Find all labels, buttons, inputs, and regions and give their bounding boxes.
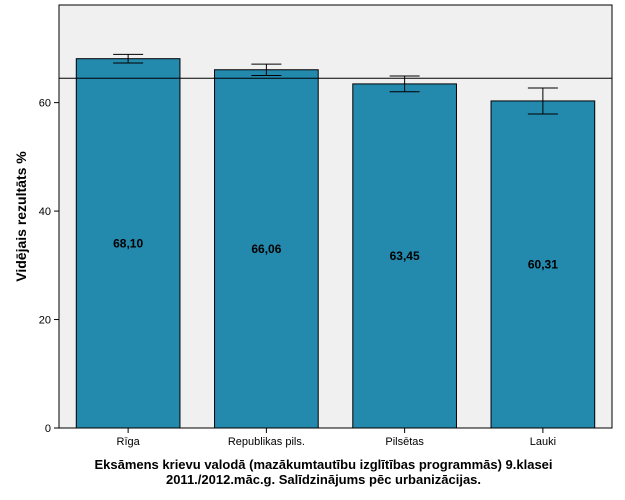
data-label-0: 68,10	[113, 236, 143, 250]
y-tick-label-1: 20	[39, 315, 51, 327]
bar-2	[352, 83, 457, 429]
x-axis-title-line-2: 2011./2012.māc.g. Salīdzinājums pēc urba…	[166, 472, 481, 487]
x-tick-label-1: Republikas pils.	[228, 436, 305, 448]
x-axis: Rīga Republikas pils. Pilsētas Lauki	[117, 428, 556, 448]
y-tick-label-3: 60	[39, 98, 51, 110]
data-label-3: 60,31	[528, 257, 558, 271]
x-axis-title-line-1: Eksāmens krievu valodā (mazākumtautību i…	[94, 457, 552, 472]
data-labels-group: 68,10 66,06 63,45 60,31	[113, 236, 558, 271]
y-tick-label-2: 40	[39, 206, 51, 218]
x-tick-label-0: Rīga	[117, 436, 141, 448]
y-axis-title: Vidējais rezultāts %	[13, 151, 29, 282]
data-label-2: 63,45	[390, 249, 420, 263]
y-axis: 0 20 40 60	[39, 98, 59, 435]
data-label-1: 66,06	[251, 242, 281, 256]
y-tick-label-0: 0	[45, 423, 51, 435]
x-tick-label-2: Pilsētas	[385, 436, 424, 448]
bar-3	[490, 100, 596, 429]
error-bars-group	[113, 53, 558, 115]
x-tick-label-3: Lauki	[530, 436, 556, 448]
bar-0	[75, 58, 181, 429]
